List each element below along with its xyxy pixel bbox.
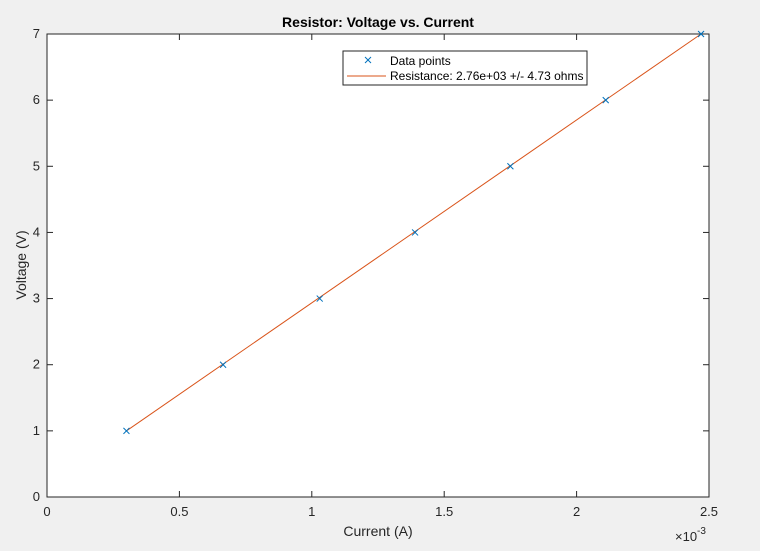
legend-box	[342, 50, 588, 86]
x-tick-label: 0.5	[170, 504, 188, 519]
y-tick-label: 3	[33, 291, 40, 306]
y-tick-label: 7	[33, 26, 40, 41]
y-tick-label: 4	[33, 224, 40, 239]
y-tick-label: 1	[33, 423, 40, 438]
data-point	[697, 30, 705, 38]
legend-entry-data-points: Data points	[390, 54, 451, 68]
data-point-stroke	[411, 229, 419, 236]
x-tick-label: 2.5	[700, 504, 718, 519]
data-point-stroke	[219, 361, 227, 369]
data-point	[123, 427, 130, 435]
x-axis: 0 0.5 1 1.5 2 2.5	[43, 34, 718, 519]
legend-entry-fit: Resistance: 2.76e+03 +/- 4.73 ohms	[390, 69, 583, 83]
data-point-stroke	[123, 427, 130, 435]
legend-marker-data-points-icon	[364, 56, 372, 64]
x-tick-label: 1.5	[435, 504, 453, 519]
chart-title: Resistor: Voltage vs. Current	[282, 14, 474, 30]
y-tick-label: 5	[33, 158, 40, 173]
x-tick-label: 1	[308, 504, 315, 519]
x-exponent-label: ×10 -3	[675, 526, 706, 544]
y-axis: 0 1 2 3 4 5 6 7	[33, 26, 709, 504]
y-tick-label: 0	[33, 489, 40, 504]
data-point	[316, 295, 324, 302]
data-point-stroke	[316, 295, 324, 302]
data-point	[411, 229, 419, 236]
y-tick-label: 2	[33, 357, 40, 372]
y-axis-title: Voltage (V)	[13, 230, 29, 299]
data-point-stroke	[602, 96, 610, 104]
legend[interactable]: Data points Resistance: 2.76e+03 +/- 4.7…	[342, 50, 588, 86]
data-point	[507, 162, 514, 170]
plot-area	[46, 33, 710, 498]
data-point	[602, 96, 610, 104]
data-point	[219, 361, 227, 369]
y-tick-label: 6	[33, 92, 40, 107]
x-exponent-power: -3	[697, 526, 706, 537]
x-tick-label: 2	[573, 504, 580, 519]
x-axis-title: Current (A)	[343, 523, 412, 539]
series-layer	[123, 30, 705, 435]
data-point-stroke	[697, 30, 705, 38]
data-point-stroke	[507, 162, 514, 170]
x-tick-label: 0	[43, 504, 50, 519]
x-exponent-base: ×10	[675, 529, 697, 544]
